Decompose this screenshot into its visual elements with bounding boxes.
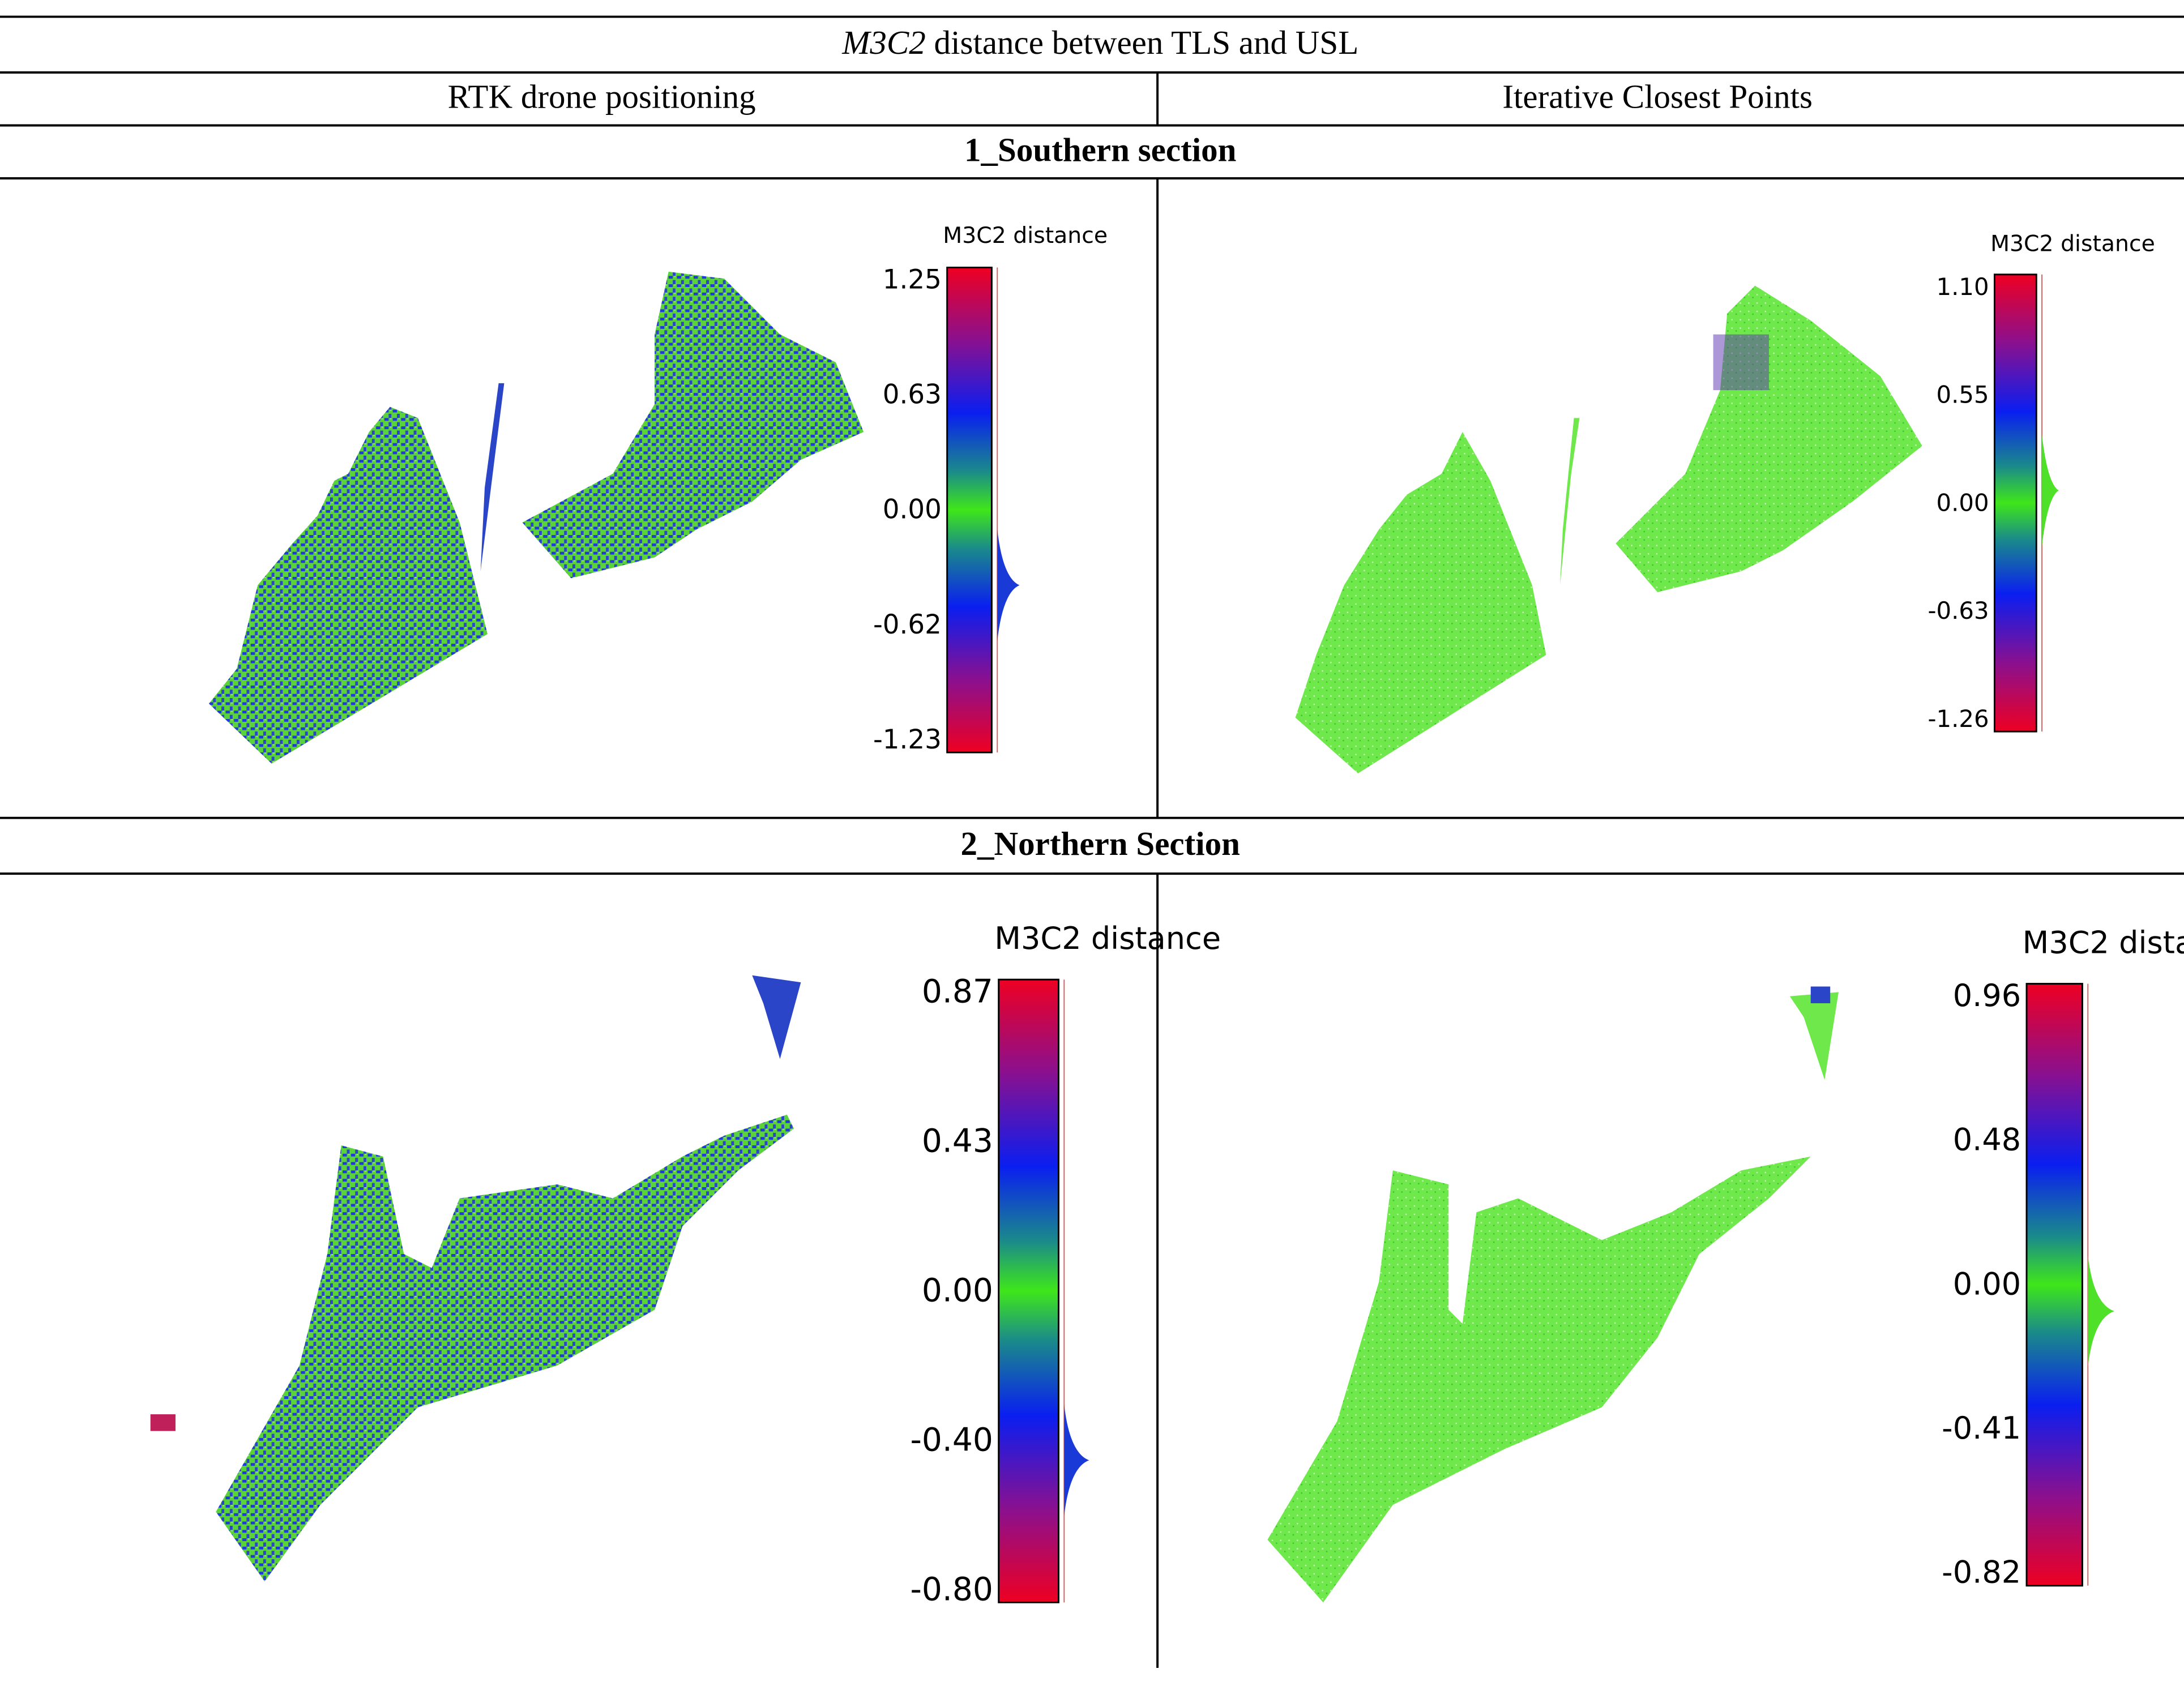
scale-tick-label: 0.96 (1953, 978, 2021, 1013)
scale-tick-label: 0.00 (1953, 1266, 2021, 1302)
color-bar (1993, 273, 2037, 733)
scale-label: M3C2 distance (943, 222, 1108, 249)
scale-tick-label: 0.43 (922, 1122, 993, 1159)
scale-tick-label: -0.40 (911, 1421, 993, 1458)
section-title: 1_Southern section (964, 131, 1236, 168)
table-rules (0, 15, 2184, 1668)
scale-tick-label: 0.63 (883, 380, 942, 410)
scale-tick-label: 1.10 (1937, 273, 1989, 301)
scale-tick-label: 1.25 (883, 265, 942, 296)
scale-tick-label: -0.80 (911, 1571, 993, 1608)
histogram (2042, 434, 2059, 546)
scale-tick-label: 0.00 (1937, 489, 1989, 516)
scale-label: M3C2 distance (2023, 925, 2184, 960)
color-bar (2025, 983, 2083, 1587)
figure-title: M3C2 distance between TLS and USL (841, 24, 1358, 61)
color-bar (946, 267, 993, 754)
scale-tick-label: -1.23 (873, 725, 942, 755)
scale-tick-label: 0.00 (883, 495, 942, 525)
title-italic: M3C2 (841, 24, 926, 61)
point-cloud (208, 271, 864, 764)
scale-tick-label: 0.00 (922, 1272, 993, 1309)
scale-tick-label: 0.48 (1953, 1122, 2021, 1158)
histogram (1064, 1404, 1089, 1516)
scale-tick-label: -0.63 (1927, 597, 1989, 624)
scale-tick-label: -0.41 (1942, 1410, 2021, 1446)
column-header: Iterative Closest Points (1502, 78, 1813, 115)
point-cloud (1295, 285, 1922, 773)
point-cloud (150, 975, 801, 1582)
scale-tick-label: 0.55 (1937, 381, 1989, 409)
section-title: 2_Northern Section (961, 825, 1240, 862)
scale-label: M3C2 distance (994, 921, 1221, 956)
scale-tick-label: -0.62 (873, 610, 942, 640)
column-header: RTK drone positioning (448, 78, 756, 115)
histogram (2088, 1255, 2115, 1367)
point-cloud (1267, 986, 1839, 1603)
title-text: distance between TLS and USL (934, 24, 1359, 61)
scale-tick-label: 0.87 (922, 973, 993, 1010)
scale-tick-label: -0.82 (1942, 1555, 2021, 1590)
histogram (997, 529, 1020, 641)
scale-label: M3C2 distance (1990, 231, 2155, 257)
color-scales: M3C2 distance1.250.630.00-0.62-1.23M3C2 … (873, 222, 2184, 1608)
color-bar (998, 978, 1059, 1603)
scale-tick-label: -1.26 (1927, 705, 1989, 733)
